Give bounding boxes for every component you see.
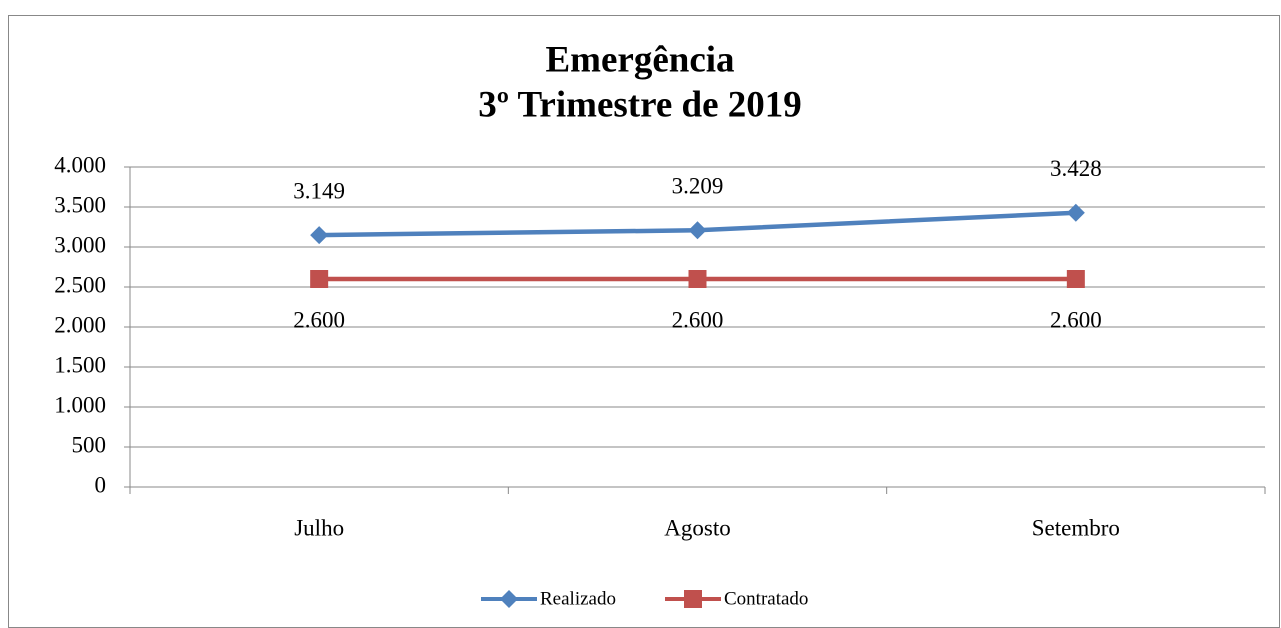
data-label: 3.149 (293, 178, 345, 203)
data-label: 2.600 (293, 307, 345, 332)
legend-label: Realizado (540, 588, 616, 609)
data-label: 3.428 (1050, 156, 1102, 181)
y-tick-label: 2.500 (54, 272, 106, 297)
y-tick-label: 0 (95, 472, 107, 497)
data-label: 2.600 (1050, 307, 1102, 332)
y-tick-label: 3.000 (54, 232, 106, 257)
y-tick-label: 4.000 (54, 152, 106, 177)
chart-subtitle: 3º Trimestre de 2019 (478, 84, 802, 125)
legend-label: Contratado (724, 588, 808, 609)
legend-marker (684, 590, 702, 608)
data-label: 3.209 (672, 174, 724, 199)
y-tick-label: 500 (72, 432, 107, 457)
point-marker (688, 270, 707, 288)
y-tick-label: 2.000 (54, 312, 106, 337)
y-tick-label: 1.000 (54, 392, 106, 417)
point-marker (310, 226, 329, 245)
y-tick-label: 1.500 (54, 352, 106, 377)
x-tick-label: Setembro (1032, 515, 1120, 540)
chart-title: Emergência (545, 39, 734, 80)
data-label: 2.600 (672, 307, 724, 332)
point-marker (1066, 270, 1085, 288)
point-marker (310, 270, 329, 288)
x-tick-label: Agosto (664, 515, 730, 540)
x-tick-label: Julho (294, 515, 344, 540)
point-marker (688, 221, 707, 240)
legend-marker (500, 590, 518, 608)
point-marker (1066, 203, 1085, 222)
y-tick-label: 3.500 (54, 192, 106, 217)
